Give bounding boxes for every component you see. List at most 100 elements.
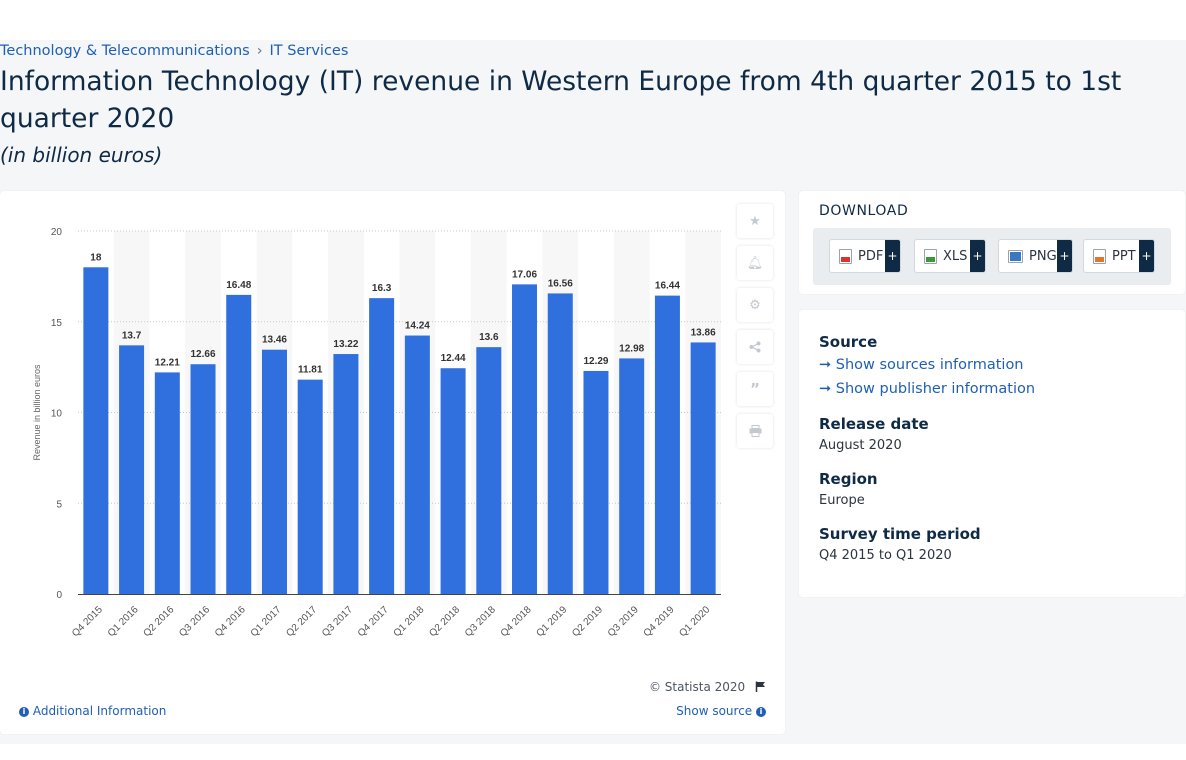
download-png-label: PNG bbox=[1029, 248, 1057, 264]
data-label: 13.7 bbox=[122, 330, 142, 341]
download-buttons: PDF + XLS + PNG + PPT + bbox=[813, 228, 1171, 285]
download-png-button[interactable]: PNG + bbox=[998, 239, 1073, 273]
share-button[interactable] bbox=[737, 330, 773, 364]
x-tick-label: Q1 2020 bbox=[677, 604, 712, 639]
png-file-icon bbox=[1008, 249, 1023, 263]
y-tick-label: 0 bbox=[56, 590, 62, 601]
breadcrumb-separator: › bbox=[256, 43, 263, 59]
x-tick-label: Q4 2015 bbox=[70, 604, 105, 639]
settings-button[interactable]: ⚙ bbox=[737, 288, 773, 322]
x-tick-label: Q3 2016 bbox=[177, 604, 212, 639]
cite-button[interactable]: ” bbox=[737, 372, 773, 406]
arrow-right-icon: ➞ bbox=[819, 357, 832, 373]
quote-icon: ” bbox=[750, 380, 760, 398]
arrow-right-icon: ➞ bbox=[819, 381, 832, 397]
bar bbox=[261, 349, 287, 594]
data-label: 13.46 bbox=[262, 335, 287, 346]
show-source-label: Show source bbox=[676, 704, 753, 718]
download-xls-label: XLS bbox=[943, 248, 968, 264]
pdf-plus-button[interactable]: + bbox=[885, 240, 900, 272]
download-card: DOWNLOAD PDF + XLS + PNG + PPT + bbox=[799, 191, 1185, 294]
show-source-link[interactable]: Show source i bbox=[676, 704, 766, 718]
bar-chart: 0 5 10 15 20 Revenue in billion euros 18 Q4 201… bbox=[32, 227, 721, 639]
bar bbox=[333, 354, 359, 594]
bar bbox=[690, 342, 716, 594]
pdf-file-icon bbox=[839, 248, 852, 264]
region-heading: Region bbox=[819, 470, 878, 488]
x-tick-label: Q1 2018 bbox=[392, 604, 427, 639]
bar bbox=[512, 284, 538, 594]
survey-period-heading: Survey time period bbox=[819, 525, 981, 543]
release-date-value: August 2020 bbox=[819, 438, 902, 453]
x-tick-label: Q1 2017 bbox=[249, 604, 284, 639]
data-label: 16.3 bbox=[372, 283, 392, 294]
bar bbox=[226, 294, 252, 594]
download-xls-button[interactable]: XLS + bbox=[914, 239, 986, 273]
data-label: 18 bbox=[90, 252, 102, 263]
show-publisher-link[interactable]: ➞ Show publisher information bbox=[819, 381, 1035, 397]
statistic-details-card: Source ➞ Show sources information ➞ Show… bbox=[799, 310, 1185, 597]
bar bbox=[190, 364, 216, 594]
data-label: 11.81 bbox=[298, 365, 323, 376]
y-axis-title: Revenue in billion euros bbox=[32, 364, 42, 461]
x-tick-label: Q4 2016 bbox=[213, 604, 248, 639]
download-ppt-label: PPT bbox=[1112, 248, 1136, 264]
y-tick-label: 5 bbox=[56, 499, 62, 510]
gear-icon: ⚙ bbox=[749, 297, 761, 313]
x-tick-label: Q4 2017 bbox=[356, 604, 391, 639]
download-ppt-button[interactable]: PPT + bbox=[1083, 239, 1155, 273]
ppt-plus-button[interactable]: + bbox=[1139, 240, 1154, 272]
bar bbox=[440, 368, 466, 594]
xls-plus-button[interactable]: + bbox=[970, 240, 985, 272]
download-pdf-button[interactable]: PDF + bbox=[829, 239, 901, 273]
bell-icon: 🔔︎ bbox=[746, 255, 764, 271]
xls-file-icon bbox=[924, 248, 937, 264]
favorite-button[interactable]: ★ bbox=[737, 204, 773, 238]
y-tick-label: 15 bbox=[51, 318, 63, 329]
download-title: DOWNLOAD bbox=[819, 203, 909, 219]
info-icon: i bbox=[19, 706, 29, 717]
data-label: 13.86 bbox=[691, 327, 716, 338]
notify-button[interactable]: 🔔︎ bbox=[737, 246, 773, 280]
breadcrumb-item-technology[interactable]: Technology & Telecommunications bbox=[0, 43, 250, 59]
data-label: 12.98 bbox=[619, 343, 644, 354]
source-heading: Source bbox=[819, 333, 878, 351]
breadcrumb-item-it-services[interactable]: IT Services bbox=[269, 43, 349, 59]
bar bbox=[369, 298, 395, 594]
chart-card: 0 5 10 15 20 Revenue in billion euros 18 Q4 201… bbox=[0, 191, 785, 734]
bar bbox=[583, 370, 609, 594]
data-label: 16.48 bbox=[226, 280, 251, 291]
data-label: 12.44 bbox=[441, 353, 466, 364]
bar bbox=[154, 372, 180, 594]
info-icon: i bbox=[756, 706, 766, 717]
y-tick-label: 10 bbox=[51, 409, 63, 420]
data-label: 12.66 bbox=[191, 349, 216, 360]
bar bbox=[119, 345, 145, 594]
x-tick-label: Q2 2018 bbox=[427, 604, 462, 639]
x-tick-label: Q2 2016 bbox=[142, 604, 177, 639]
bar bbox=[476, 347, 502, 594]
bar bbox=[297, 379, 323, 594]
additional-information-label: Additional Information bbox=[32, 704, 167, 718]
chart-copyright: © Statista 2020 bbox=[649, 680, 766, 694]
bottom-strip bbox=[0, 744, 1186, 760]
data-label: 12.21 bbox=[155, 357, 180, 368]
show-publisher-label: Show publisher information bbox=[835, 381, 1036, 397]
print-button[interactable] bbox=[737, 414, 773, 448]
page-title: Information Technology (IT) revenue in W… bbox=[0, 66, 1122, 134]
download-pdf-label: PDF bbox=[858, 248, 884, 264]
x-tick-label: Q2 2017 bbox=[284, 604, 319, 639]
png-plus-button[interactable]: + bbox=[1057, 240, 1072, 272]
data-label: 16.44 bbox=[655, 281, 680, 292]
additional-information-link[interactable]: i Additional Information bbox=[19, 704, 166, 718]
show-sources-link[interactable]: ➞ Show sources information bbox=[819, 357, 1024, 373]
x-tick-label: Q4 2019 bbox=[642, 604, 677, 639]
top-bar bbox=[0, 0, 1186, 40]
y-tick-label: 20 bbox=[51, 227, 63, 238]
x-tick-label: Q1 2016 bbox=[106, 604, 141, 639]
flag-icon[interactable] bbox=[755, 681, 766, 692]
print-icon bbox=[749, 425, 761, 437]
show-sources-label: Show sources information bbox=[835, 357, 1024, 373]
data-label: 14.24 bbox=[405, 321, 430, 332]
data-label: 12.29 bbox=[583, 356, 608, 367]
